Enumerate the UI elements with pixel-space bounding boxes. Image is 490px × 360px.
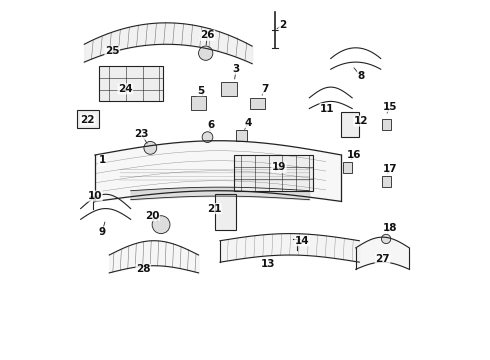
Text: 26: 26 <box>200 30 215 40</box>
Text: 11: 11 <box>320 104 334 113</box>
Text: 1: 1 <box>98 156 106 165</box>
Text: 15: 15 <box>382 102 397 112</box>
Text: 12: 12 <box>354 116 368 126</box>
Bar <box>234 155 313 191</box>
Text: 16: 16 <box>347 150 361 160</box>
Text: 22: 22 <box>80 115 95 125</box>
Bar <box>192 96 206 111</box>
Bar <box>77 111 98 128</box>
Text: 23: 23 <box>134 129 148 139</box>
Text: 5: 5 <box>196 86 204 96</box>
Circle shape <box>152 216 170 234</box>
Text: 2: 2 <box>279 20 286 30</box>
Text: 25: 25 <box>105 46 120 57</box>
Text: 27: 27 <box>375 253 390 264</box>
Text: 18: 18 <box>382 223 397 233</box>
Bar <box>342 112 359 137</box>
Text: 7: 7 <box>261 84 269 94</box>
Bar <box>343 162 352 173</box>
Bar <box>382 176 391 187</box>
Bar <box>236 130 247 141</box>
Text: 17: 17 <box>382 164 397 174</box>
Text: 14: 14 <box>295 236 310 246</box>
Text: 28: 28 <box>136 264 150 274</box>
Text: 8: 8 <box>358 71 365 81</box>
Bar <box>215 194 236 230</box>
Text: 6: 6 <box>207 120 215 130</box>
Text: 4: 4 <box>245 118 252 128</box>
Circle shape <box>198 46 213 60</box>
Circle shape <box>144 141 157 154</box>
Text: 3: 3 <box>232 64 240 74</box>
Circle shape <box>381 234 391 244</box>
Text: 13: 13 <box>261 259 275 269</box>
Text: 9: 9 <box>98 227 106 237</box>
Text: 10: 10 <box>88 191 102 201</box>
Text: 24: 24 <box>118 84 133 94</box>
Text: 20: 20 <box>145 211 159 221</box>
Text: 19: 19 <box>272 162 286 172</box>
Bar <box>98 66 163 102</box>
Bar <box>250 98 265 109</box>
Bar <box>382 119 391 130</box>
Circle shape <box>202 132 213 143</box>
Text: 21: 21 <box>207 203 221 213</box>
Bar <box>221 82 237 96</box>
